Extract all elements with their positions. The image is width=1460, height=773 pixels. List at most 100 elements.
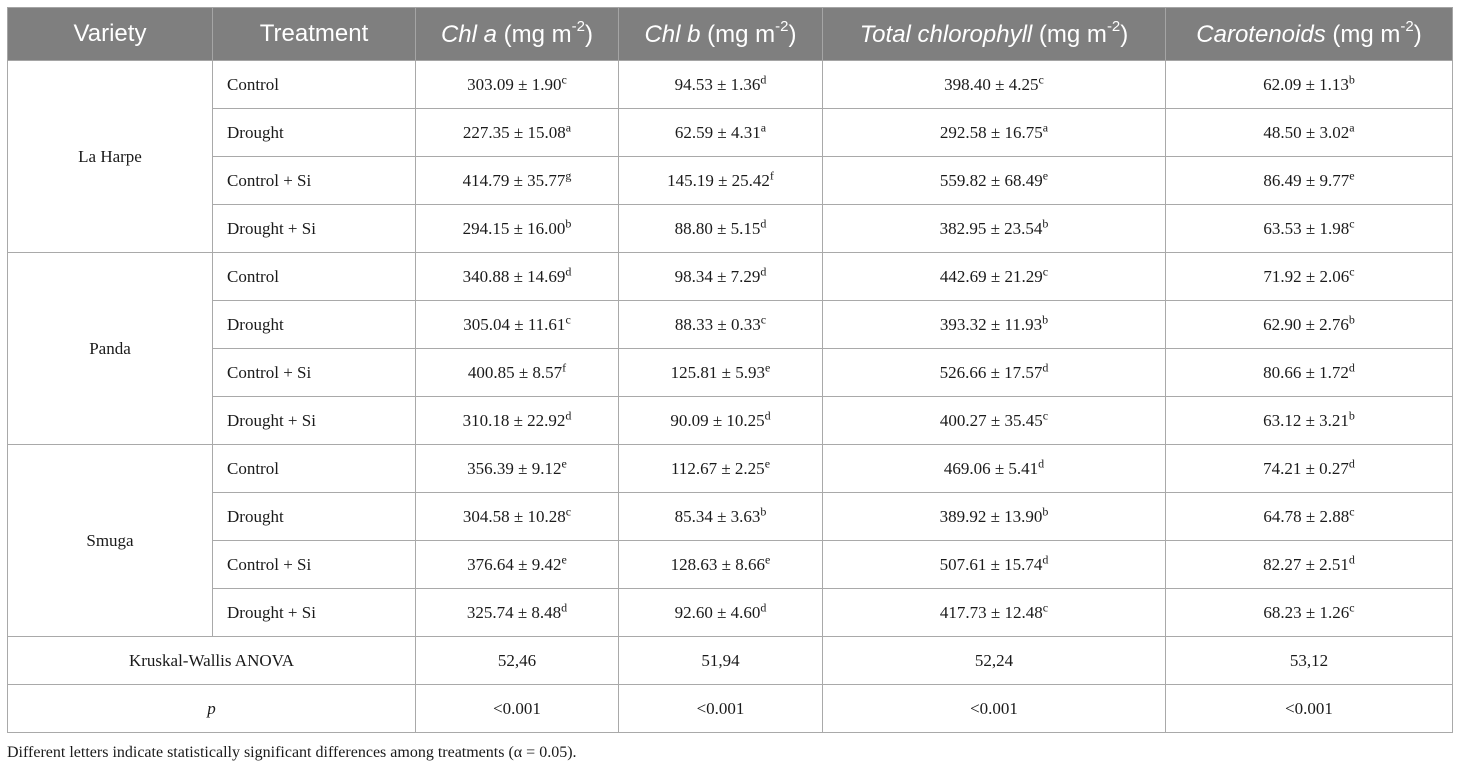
- kruskal-wallis-label: Kruskal-Wallis ANOVA: [7, 636, 416, 685]
- header-total-close: ): [1120, 20, 1129, 48]
- chl-b-cell: 88.33 ± 0.33c: [618, 300, 823, 349]
- table-footnote: Different letters indicate statistically…: [7, 744, 577, 761]
- carotenoids-cell: 62.09 ± 1.13b: [1165, 60, 1453, 109]
- carotenoids-value: 82.27 ± 2.51: [1263, 554, 1349, 574]
- table-row: Smuga Control 356.39 ± 9.12e 112.67 ± 2.…: [7, 444, 1453, 637]
- total-cell: 382.95 ± 23.54b: [822, 204, 1166, 253]
- carotenoids-value: 74.21 ± 0.27: [1263, 458, 1349, 478]
- chl-a-value: 227.35 ± 15.08: [462, 122, 566, 142]
- carotenoids-cell: 82.27 ± 2.51d: [1165, 540, 1453, 589]
- carotenoids-letter: b: [1348, 407, 1355, 422]
- treatment-cell: Control + Si: [212, 540, 416, 589]
- carotenoids-letter: c: [1349, 215, 1355, 230]
- table-row: Control + Si 376.64 ± 9.42e 128.63 ± 8.6…: [8, 540, 1453, 589]
- header-chl-b-unit: (mg m: [700, 20, 776, 48]
- chl-a-cell: 304.58 ± 10.28c: [415, 492, 619, 541]
- carotenoids-cell: 80.66 ± 1.72d: [1165, 348, 1453, 397]
- carotenoids-value: 63.53 ± 1.98: [1263, 218, 1350, 238]
- chl-a-letter: d: [561, 599, 568, 614]
- total-cell: 389.92 ± 13.90b: [822, 492, 1166, 541]
- treatment-cell: Control + Si: [212, 348, 416, 397]
- carotenoids-cell: 68.23 ± 1.26c: [1165, 588, 1453, 637]
- carotenoids-cell: 63.12 ± 3.21b: [1165, 396, 1453, 445]
- p-value-carotenoids: <0.001: [1165, 684, 1453, 733]
- p-value-chl-a: <0.001: [415, 684, 619, 733]
- chl-a-cell: 414.79 ± 35.77g: [415, 156, 619, 205]
- chl-b-cell: 85.34 ± 3.63b: [618, 492, 823, 541]
- chl-a-cell: 400.85 ± 8.57f: [415, 348, 619, 397]
- chl-b-value: 125.81 ± 5.93: [670, 362, 765, 382]
- carotenoids-value: 68.23 ± 1.26: [1263, 602, 1350, 622]
- treatment-cell: Control: [212, 444, 416, 493]
- chl-a-value: 304.58 ± 10.28: [462, 506, 566, 526]
- chl-a-cell: 310.18 ± 22.92d: [415, 396, 619, 445]
- chl-a-value: 325.74 ± 8.48: [466, 602, 562, 622]
- carotenoids-cell: 74.21 ± 0.27d: [1165, 444, 1453, 493]
- chl-b-letter: a: [760, 119, 767, 134]
- header-chl-a-exp: -2: [571, 17, 586, 35]
- chl-a-value: 400.85 ± 8.57: [467, 362, 563, 382]
- chl-b-letter: b: [760, 503, 767, 518]
- carotenoids-value: 63.12 ± 3.21: [1263, 410, 1349, 430]
- total-letter: d: [1042, 551, 1049, 566]
- total-cell: 417.73 ± 12.48c: [822, 588, 1166, 637]
- total-cell: 507.61 ± 15.74d: [822, 540, 1166, 589]
- chl-a-letter: e: [561, 551, 567, 566]
- total-value: 393.32 ± 11.93: [939, 314, 1043, 334]
- p-value-total: <0.001: [822, 684, 1166, 733]
- chl-a-value: 356.39 ± 9.12: [467, 458, 562, 478]
- chl-b-letter: f: [769, 167, 774, 182]
- chl-a-cell: 356.39 ± 9.12e: [415, 444, 619, 493]
- kw-value-total: 52,24: [822, 636, 1166, 685]
- chl-a-letter: d: [565, 407, 572, 422]
- chl-a-value: 305.04 ± 11.61: [463, 314, 566, 334]
- header-total-unit: (mg m: [1032, 20, 1107, 48]
- chl-a-cell: 325.74 ± 8.48d: [415, 588, 619, 637]
- total-letter: b: [1042, 503, 1049, 518]
- table-row: Control + Si 414.79 ± 35.77g 145.19 ± 25…: [8, 156, 1453, 205]
- carotenoids-letter: a: [1349, 119, 1355, 134]
- carotenoids-cell: 64.78 ± 2.88c: [1165, 492, 1453, 541]
- chl-b-value: 92.60 ± 4.60: [674, 602, 761, 622]
- kw-value-carotenoids: 53,12: [1165, 636, 1453, 685]
- carotenoids-cell: 48.50 ± 3.02a: [1165, 108, 1453, 157]
- total-value: 382.95 ± 23.54: [939, 218, 1043, 238]
- header-total-name: Total chlorophyll: [859, 20, 1033, 48]
- carotenoids-value: 80.66 ± 1.72: [1263, 362, 1349, 382]
- chl-b-letter: d: [764, 407, 771, 422]
- chl-b-letter: c: [760, 311, 767, 326]
- table-row: Control + Si 400.85 ± 8.57f 125.81 ± 5.9…: [8, 348, 1453, 397]
- carotenoids-cell: 86.49 ± 9.77e: [1165, 156, 1453, 205]
- chl-b-value: 94.53 ± 1.36: [674, 74, 761, 94]
- chl-b-cell: 94.53 ± 1.36d: [618, 60, 823, 109]
- total-value: 526.66 ± 17.57: [939, 362, 1043, 382]
- total-value: 400.27 ± 35.45: [939, 410, 1043, 430]
- header-chl-b-exp: -2: [775, 17, 789, 35]
- total-value: 469.06 ± 5.41: [943, 458, 1039, 478]
- chl-b-letter: d: [760, 599, 767, 614]
- chl-a-value: 310.18 ± 22.92: [462, 410, 566, 430]
- chl-a-letter: d: [565, 263, 572, 278]
- carotenoids-value: 62.09 ± 1.13: [1263, 74, 1349, 94]
- kruskal-wallis-row: Kruskal-Wallis ANOVA 52,46 51,94 52,24 5…: [7, 636, 1453, 685]
- header-chl-a: Chl a (mg m-2): [415, 7, 619, 61]
- total-letter: c: [1042, 599, 1049, 614]
- total-cell: 469.06 ± 5.41d: [822, 444, 1166, 493]
- chl-a-cell: 294.15 ± 16.00b: [415, 204, 619, 253]
- chl-a-value: 414.79 ± 35.77: [462, 170, 566, 190]
- chl-b-letter: d: [760, 215, 767, 230]
- total-value: 507.61 ± 15.74: [939, 554, 1043, 574]
- total-value: 398.40 ± 4.25: [944, 74, 1039, 94]
- total-letter: b: [1042, 311, 1049, 326]
- chl-a-value: 340.88 ± 14.69: [462, 266, 566, 286]
- total-letter: e: [1042, 167, 1049, 182]
- carotenoids-letter: c: [1349, 599, 1355, 614]
- chl-a-cell: 303.09 ± 1.90c: [415, 60, 619, 109]
- header-carot-name: Carotenoids: [1196, 20, 1326, 48]
- chl-a-letter: c: [561, 71, 567, 86]
- total-cell: 442.69 ± 21.29c: [822, 252, 1166, 301]
- header-carotenoids: Carotenoids (mg m-2): [1165, 7, 1453, 61]
- chl-a-letter: e: [561, 455, 567, 470]
- total-cell: 398.40 ± 4.25c: [822, 60, 1166, 109]
- total-value: 417.73 ± 12.48: [939, 602, 1043, 622]
